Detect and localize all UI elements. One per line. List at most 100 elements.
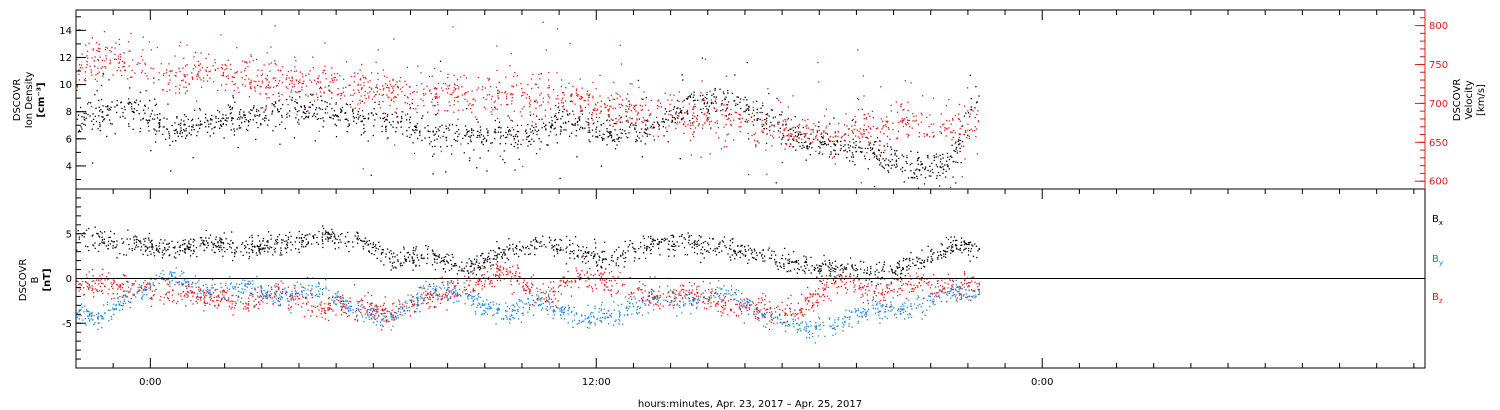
density-point	[133, 111, 135, 113]
density-point	[103, 119, 105, 121]
velocity-point	[818, 129, 820, 131]
velocity-point	[375, 61, 377, 63]
velocity-point	[857, 49, 859, 51]
Bx-point	[164, 248, 166, 250]
velocity-point	[128, 65, 130, 67]
velocity-point	[959, 120, 961, 122]
velocity-point	[259, 93, 261, 95]
Bx-point	[565, 263, 568, 265]
By-point	[725, 289, 727, 291]
Bx-point	[776, 261, 778, 263]
density-point	[916, 175, 918, 177]
Bx-point	[251, 243, 253, 245]
By-point	[857, 320, 860, 322]
Bx-point	[806, 264, 808, 266]
velocity-point	[244, 85, 246, 87]
velocity-point	[682, 116, 684, 119]
Bx-point	[395, 267, 397, 269]
velocity-point	[404, 102, 406, 104]
velocity-point	[918, 132, 921, 134]
Bx-point	[559, 238, 561, 241]
density-point	[385, 113, 387, 115]
velocity-point	[340, 94, 342, 97]
density-point	[265, 117, 267, 120]
By-point	[447, 297, 449, 300]
velocity-point	[926, 116, 928, 119]
Bx-point	[553, 255, 555, 257]
velocity-point	[140, 55, 142, 58]
Bx-point	[787, 259, 789, 261]
Bx-point	[650, 252, 652, 255]
velocity-point	[529, 100, 531, 102]
density-point	[756, 119, 758, 122]
Bx-point	[266, 241, 268, 243]
velocity-point	[322, 69, 324, 72]
Bx-point	[331, 228, 333, 231]
density-point	[482, 143, 484, 146]
velocity-point	[118, 62, 120, 64]
density-point	[508, 131, 510, 133]
Bx-point	[920, 262, 922, 264]
density-point	[529, 128, 531, 130]
velocity-point	[152, 68, 154, 70]
density-point	[129, 101, 131, 103]
density-point	[942, 153, 944, 156]
velocity-point	[702, 124, 704, 126]
velocity-point	[740, 126, 742, 128]
velocity-point	[325, 78, 327, 80]
density-point	[358, 116, 360, 118]
Bx-point	[764, 255, 766, 257]
Bx-point	[150, 253, 152, 255]
density-point	[494, 106, 496, 108]
density-point	[827, 143, 829, 145]
density-point	[188, 132, 190, 134]
Bx-point	[900, 276, 902, 279]
velocity-point	[301, 73, 303, 75]
velocity-point	[906, 133, 908, 135]
Bx-point	[334, 234, 336, 236]
Bx-point	[236, 246, 238, 248]
density-point	[557, 107, 559, 109]
Bx-point	[967, 243, 969, 246]
density-point	[476, 118, 478, 120]
Bx-point	[969, 241, 972, 243]
velocity-point	[505, 95, 508, 97]
density-point	[158, 130, 160, 132]
Bx-point	[488, 252, 490, 254]
velocity-point	[577, 95, 579, 97]
density-point	[83, 118, 85, 120]
density-point	[414, 132, 416, 134]
density-point	[802, 126, 805, 129]
velocity-point	[99, 47, 101, 50]
Bx-point	[468, 276, 470, 278]
velocity-point	[492, 109, 494, 111]
velocity-point	[909, 126, 911, 128]
velocity-point	[647, 128, 649, 130]
Bx-point	[604, 258, 606, 260]
density-point	[258, 110, 260, 112]
velocity-point	[956, 150, 958, 152]
Bx-point	[883, 263, 885, 266]
velocity-point	[270, 62, 272, 64]
Bx-point	[148, 232, 151, 235]
Bx-point	[104, 231, 106, 233]
By-point	[563, 318, 566, 320]
density-point	[559, 133, 562, 135]
Bx-point	[747, 262, 749, 264]
density-point	[600, 123, 602, 126]
Bx-point	[153, 255, 156, 257]
density-point	[667, 141, 669, 143]
density-point	[178, 123, 180, 126]
density-point	[442, 135, 444, 137]
density-point	[770, 109, 773, 111]
density-point	[240, 127, 242, 129]
velocity-point	[350, 75, 353, 78]
density-point	[885, 158, 887, 160]
density-point	[384, 116, 386, 119]
velocity-point	[399, 88, 402, 90]
velocity-point	[634, 105, 636, 108]
density-point	[785, 143, 787, 145]
density-point	[624, 130, 626, 132]
Bx-point	[286, 243, 288, 246]
density-point	[764, 118, 766, 121]
